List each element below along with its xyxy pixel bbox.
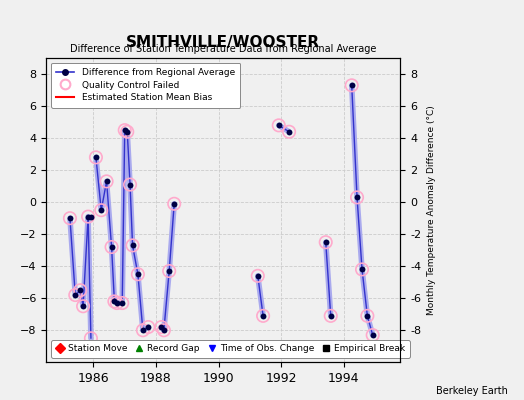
- Point: [326, 313, 335, 319]
- Point: [126, 181, 134, 188]
- Point: [97, 207, 105, 213]
- Point: [368, 332, 377, 338]
- Point: [285, 128, 293, 135]
- Point: [157, 324, 166, 330]
- Point: [170, 200, 178, 207]
- Point: [157, 324, 166, 330]
- Point: [358, 266, 366, 273]
- Point: [322, 239, 330, 246]
- Point: [275, 122, 283, 128]
- Point: [165, 268, 173, 274]
- Point: [144, 324, 152, 330]
- Point: [128, 242, 137, 249]
- Point: [254, 273, 262, 279]
- Point: [97, 207, 105, 213]
- Point: [368, 332, 377, 338]
- Point: [139, 327, 147, 334]
- Point: [134, 271, 142, 278]
- Point: [363, 313, 372, 319]
- Point: [285, 128, 293, 135]
- Point: [322, 239, 330, 246]
- Point: [123, 128, 132, 135]
- Point: [118, 300, 126, 306]
- Point: [165, 268, 173, 274]
- Point: [326, 313, 335, 319]
- Point: [66, 215, 74, 221]
- Point: [275, 122, 283, 128]
- Point: [170, 200, 178, 207]
- Point: [259, 313, 267, 319]
- Point: [84, 213, 92, 220]
- Point: [134, 271, 142, 278]
- Point: [126, 181, 134, 188]
- Text: Berkeley Earth: Berkeley Earth: [436, 386, 508, 396]
- Point: [353, 194, 361, 200]
- Point: [87, 335, 95, 342]
- Point: [102, 178, 111, 184]
- Point: [79, 303, 88, 310]
- Point: [121, 127, 129, 133]
- Point: [110, 298, 118, 305]
- Point: [160, 327, 168, 334]
- Point: [71, 292, 80, 298]
- Point: [110, 298, 118, 305]
- Point: [107, 244, 116, 250]
- Legend: Station Move, Record Gap, Time of Obs. Change, Empirical Break: Station Move, Record Gap, Time of Obs. C…: [51, 340, 410, 358]
- Point: [128, 242, 137, 249]
- Point: [79, 303, 88, 310]
- Point: [113, 300, 121, 306]
- Title: SMITHVILLE/WOOSTER: SMITHVILLE/WOOSTER: [126, 35, 320, 50]
- Point: [123, 128, 132, 135]
- Point: [121, 127, 129, 133]
- Point: [259, 313, 267, 319]
- Point: [76, 287, 84, 294]
- Point: [92, 154, 100, 160]
- Point: [118, 300, 126, 306]
- Point: [353, 194, 361, 200]
- Point: [92, 154, 100, 160]
- Point: [139, 327, 147, 334]
- Point: [144, 324, 152, 330]
- Point: [363, 313, 372, 319]
- Point: [84, 213, 92, 220]
- Point: [160, 327, 168, 334]
- Point: [66, 215, 74, 221]
- Text: Difference of Station Temperature Data from Regional Average: Difference of Station Temperature Data f…: [70, 44, 377, 54]
- Point: [113, 300, 121, 306]
- Point: [347, 82, 356, 88]
- Point: [254, 273, 262, 279]
- Point: [102, 178, 111, 184]
- Point: [358, 266, 366, 273]
- Point: [347, 82, 356, 88]
- Point: [87, 213, 95, 220]
- Point: [76, 287, 84, 294]
- Point: [71, 292, 80, 298]
- Point: [107, 244, 116, 250]
- Y-axis label: Monthly Temperature Anomaly Difference (°C): Monthly Temperature Anomaly Difference (…: [427, 105, 435, 315]
